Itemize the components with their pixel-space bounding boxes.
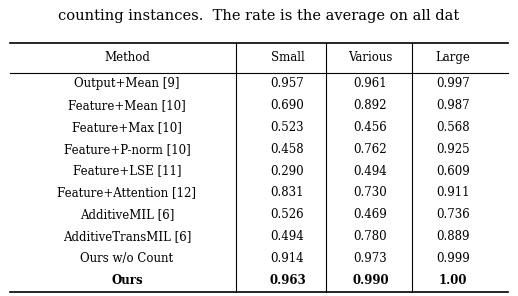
Text: 0.831: 0.831 <box>271 186 304 200</box>
Text: Feature+Mean [10]: Feature+Mean [10] <box>68 99 186 112</box>
Text: Large: Large <box>436 51 471 64</box>
Text: Feature+P-norm [10]: Feature+P-norm [10] <box>64 143 190 156</box>
Text: 0.987: 0.987 <box>437 99 470 112</box>
Text: 0.911: 0.911 <box>437 186 470 200</box>
Text: 0.997: 0.997 <box>436 77 470 90</box>
Text: 0.730: 0.730 <box>353 186 387 200</box>
Text: 0.892: 0.892 <box>354 99 387 112</box>
Text: Feature+Attention [12]: Feature+Attention [12] <box>57 186 196 200</box>
Text: 0.494: 0.494 <box>270 230 305 243</box>
Text: Feature+LSE [11]: Feature+LSE [11] <box>73 165 181 178</box>
Text: 0.523: 0.523 <box>271 121 304 134</box>
Text: 0.999: 0.999 <box>436 252 470 265</box>
Text: 0.762: 0.762 <box>354 143 387 156</box>
Text: 0.690: 0.690 <box>270 99 305 112</box>
Text: 0.973: 0.973 <box>353 252 387 265</box>
Text: 0.494: 0.494 <box>353 165 387 178</box>
Text: Method: Method <box>104 51 150 64</box>
Text: 0.963: 0.963 <box>269 274 306 287</box>
Text: 1.00: 1.00 <box>439 274 468 287</box>
Text: Various: Various <box>348 51 393 64</box>
Text: 0.780: 0.780 <box>354 230 387 243</box>
Text: 0.957: 0.957 <box>270 77 305 90</box>
Text: 0.568: 0.568 <box>437 121 470 134</box>
Text: 0.469: 0.469 <box>353 208 387 221</box>
Text: counting instances.  The rate is the average on all dat: counting instances. The rate is the aver… <box>59 9 459 23</box>
Text: 0.458: 0.458 <box>271 143 304 156</box>
Text: 0.526: 0.526 <box>271 208 304 221</box>
Text: Small: Small <box>270 51 305 64</box>
Text: 0.609: 0.609 <box>436 165 470 178</box>
Text: Feature+Max [10]: Feature+Max [10] <box>72 121 182 134</box>
Text: AdditiveTransMIL [6]: AdditiveTransMIL [6] <box>63 230 191 243</box>
Text: Output+Mean [9]: Output+Mean [9] <box>74 77 180 90</box>
Text: 0.914: 0.914 <box>271 252 304 265</box>
Text: Ours: Ours <box>111 274 143 287</box>
Text: 0.456: 0.456 <box>353 121 387 134</box>
Text: 0.889: 0.889 <box>437 230 470 243</box>
Text: 0.925: 0.925 <box>437 143 470 156</box>
Text: 0.990: 0.990 <box>352 274 388 287</box>
Text: AdditiveMIL [6]: AdditiveMIL [6] <box>80 208 174 221</box>
Text: 0.290: 0.290 <box>271 165 304 178</box>
Text: 0.961: 0.961 <box>354 77 387 90</box>
Text: 0.736: 0.736 <box>436 208 470 221</box>
Text: Ours w/o Count: Ours w/o Count <box>80 252 174 265</box>
